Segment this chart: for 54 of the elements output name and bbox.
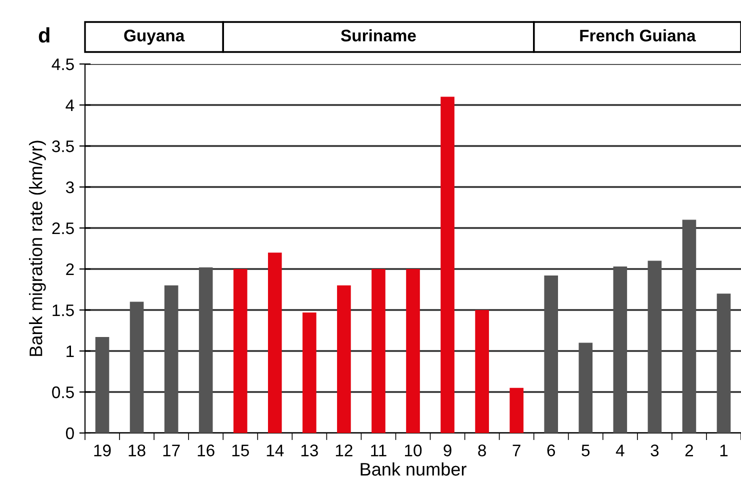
x-tick-label: 15 xyxy=(232,444,249,456)
x-tick-label: 13 xyxy=(301,444,318,456)
bar xyxy=(198,267,213,433)
bar xyxy=(406,269,420,433)
bar xyxy=(648,260,662,433)
bar xyxy=(475,310,489,433)
bar xyxy=(302,312,316,433)
x-tick-label: 4 xyxy=(616,444,624,456)
y-axis-title: Bank migration rate (km/yr) xyxy=(29,140,46,356)
x-tick-label: 17 xyxy=(163,444,180,456)
y-tick-label: 1.5 xyxy=(52,304,74,316)
x-tick-label: 10 xyxy=(405,444,422,456)
bar xyxy=(440,96,454,433)
bar xyxy=(372,269,386,433)
y-tick-label: 2 xyxy=(66,263,74,276)
bar xyxy=(613,266,628,433)
x-tick-label: 7 xyxy=(512,444,520,456)
y-tick-label: 0 xyxy=(66,427,74,440)
y-tick-label: 4.5 xyxy=(52,58,74,70)
x-tick-label: 18 xyxy=(128,444,146,456)
chart-title: d xyxy=(38,27,50,43)
x-tick-label: 14 xyxy=(266,444,284,456)
bar xyxy=(544,276,558,433)
bar xyxy=(95,337,110,433)
bar xyxy=(716,294,731,433)
x-axis-title: Bank number xyxy=(360,462,466,476)
x-tick-label: 2 xyxy=(685,444,694,456)
y-tick-label: 3 xyxy=(66,181,74,194)
bar xyxy=(268,252,282,433)
bar xyxy=(337,285,351,433)
text: French Guiana xyxy=(580,29,696,42)
x-tick-label: 1 xyxy=(720,444,728,456)
bar xyxy=(233,269,248,433)
y-tick-label: 3.5 xyxy=(52,140,74,152)
bar xyxy=(682,220,696,433)
x-tick-label: 3 xyxy=(650,444,659,456)
x-tick-label: 5 xyxy=(582,444,590,456)
x-tick-label: 11 xyxy=(371,444,386,456)
text: Guyana xyxy=(124,30,185,45)
x-tick-label: 8 xyxy=(478,444,486,456)
y-tick-label: 4 xyxy=(66,100,74,112)
y-tick-label: 2.5 xyxy=(52,222,74,234)
text: Suriname xyxy=(340,29,416,42)
y-tick-label: 0.5 xyxy=(52,386,74,398)
y-tick-label: 1 xyxy=(66,346,74,358)
bar xyxy=(578,342,593,433)
x-tick-label: 19 xyxy=(94,444,111,456)
bar xyxy=(510,388,524,433)
x-tick-label: 16 xyxy=(198,444,214,456)
bar xyxy=(164,285,178,433)
x-tick-label: 6 xyxy=(547,444,556,456)
x-tick-label: 9 xyxy=(444,444,452,456)
x-tick-label: 12 xyxy=(336,444,352,456)
bar xyxy=(130,302,144,433)
